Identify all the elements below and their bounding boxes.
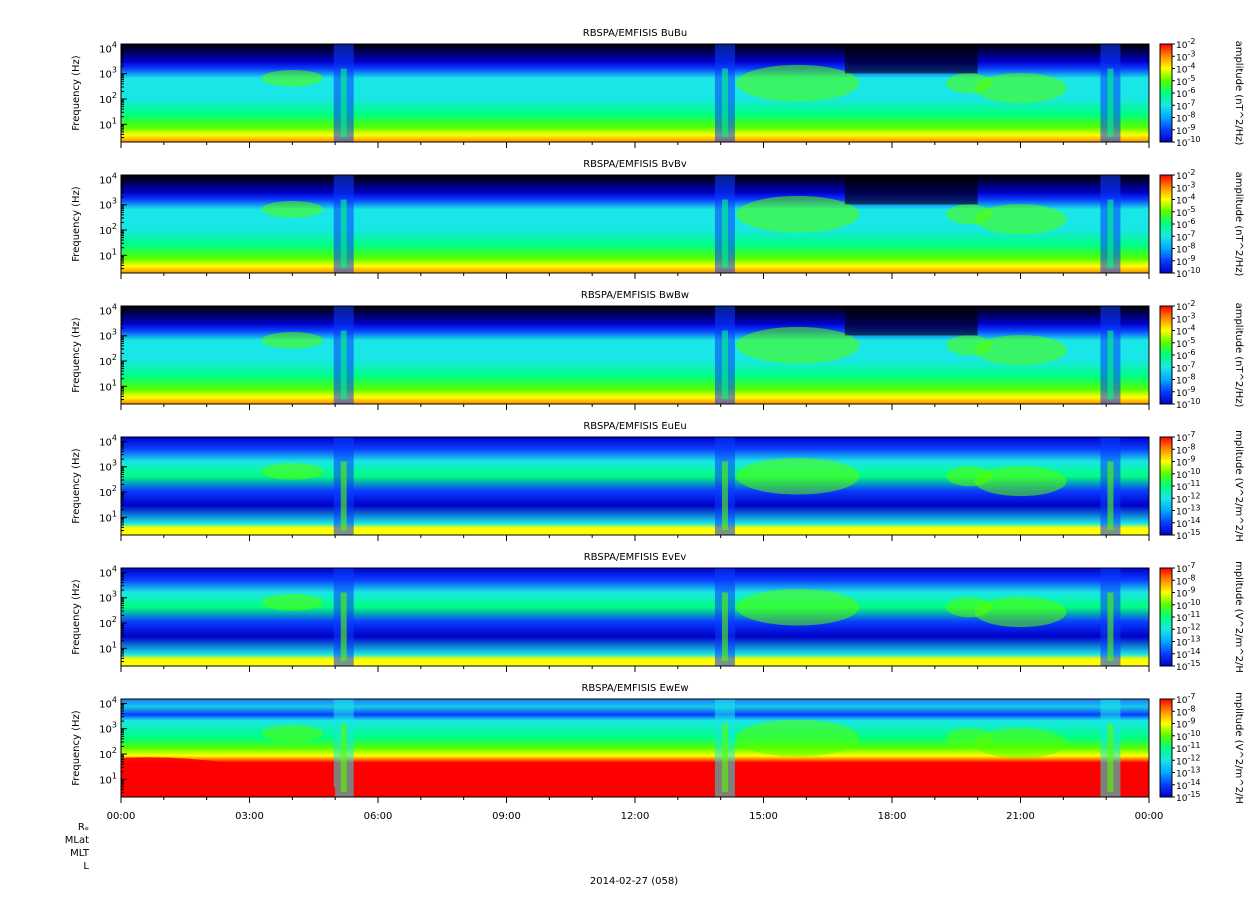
panel-6: RBSPA/EMFISIS EwEw Frequency (Hz) 101 102 10… xyxy=(71,683,1244,822)
panel-2: RBSPA/EMFISIS BvBv Frequency (Hz) 101 102 10… xyxy=(71,159,1244,280)
panel-title: RBSPA/EMFISIS BuBu xyxy=(583,28,687,39)
y-tick-label: 103 xyxy=(99,590,117,605)
colorbar-label: mplitude (V^2/m^2/H xyxy=(1233,430,1244,542)
y-axis-label: Frequency (Hz) xyxy=(71,55,82,131)
y-tick-label: 102 xyxy=(99,353,117,368)
x-tick-label: 06:00 xyxy=(364,811,393,822)
panel-5: RBSPA/EMFISIS EvEv Frequency (Hz) 101 102 10… xyxy=(71,552,1244,673)
y-tick-label: 102 xyxy=(99,222,117,237)
y-tick-label: 102 xyxy=(99,615,117,630)
colorbar-label: mplitude (V^2/m^2/H xyxy=(1233,561,1244,673)
x-tick-label: 09:00 xyxy=(492,811,521,822)
y-tick-label: 103 xyxy=(99,721,117,736)
spectrogram-features xyxy=(121,699,1121,797)
spectrogram-features xyxy=(261,568,1121,666)
colorbar xyxy=(1159,174,1173,274)
y-tick-label: 101 xyxy=(99,247,117,262)
y-tick-label: 101 xyxy=(99,509,117,524)
y-axis-label: Frequency (Hz) xyxy=(71,710,82,786)
y-tick-label: 101 xyxy=(99,640,117,655)
x-tick-label: 03:00 xyxy=(235,811,264,822)
panel-title: RBSPA/EMFISIS EuEu xyxy=(583,421,686,432)
y-axis-label: Frequency (Hz) xyxy=(71,317,82,393)
y-tick-label: 101 xyxy=(99,116,117,131)
ephem-label-mlt: MLT xyxy=(70,848,90,859)
y-tick-label: 104 xyxy=(99,564,117,579)
y-tick-label: 103 xyxy=(99,459,117,474)
y-axis-label: Frequency (Hz) xyxy=(71,579,82,655)
spectrogram-panels: RBSPA/EMFISIS BuBu Frequency (Hz) 101 102 10… xyxy=(71,28,1244,822)
colorbar xyxy=(1159,698,1173,798)
colorbar-label: amplitude (nT^2/Hz) xyxy=(1233,303,1244,408)
panel-title: RBSPA/EMFISIS BvBv xyxy=(583,159,687,170)
colorbar-tick-label: 10-10 xyxy=(1176,135,1201,149)
panel-4: RBSPA/EMFISIS EuEu Frequency (Hz) 101 102 10… xyxy=(71,421,1244,542)
y-tick-label: 104 xyxy=(99,302,117,317)
x-tick-label: 21:00 xyxy=(1006,811,1035,822)
y-tick-label: 102 xyxy=(99,746,117,761)
spectrogram-features xyxy=(261,175,1121,273)
y-tick-label: 104 xyxy=(99,695,117,710)
y-tick-label: 104 xyxy=(99,433,117,448)
colorbar-tick-label: 10-10 xyxy=(1176,397,1201,411)
y-tick-label: 101 xyxy=(99,378,117,393)
panel-3: RBSPA/EMFISIS BwBw Frequency (Hz) 101 102 10… xyxy=(71,290,1244,411)
x-tick-label: 12:00 xyxy=(621,811,650,822)
y-tick-label: 102 xyxy=(99,91,117,106)
colorbar-label: amplitude (nT^2/Hz) xyxy=(1233,172,1244,277)
panel-title: RBSPA/EMFISIS BwBw xyxy=(581,290,689,301)
panel-1: RBSPA/EMFISIS BuBu Frequency (Hz) 101 102 10… xyxy=(71,28,1244,149)
spectrogram-features xyxy=(261,306,1121,404)
colorbar xyxy=(1159,43,1173,143)
y-tick-label: 104 xyxy=(99,40,117,55)
spectrogram-features xyxy=(261,44,1121,142)
colorbar xyxy=(1159,567,1173,667)
y-tick-label: 102 xyxy=(99,484,117,499)
colorbar-label: mplitude (V^2/m^2/H xyxy=(1233,692,1244,804)
time-axis-footer: Rₑ MLat MLT L 2014-02-27 (058) xyxy=(65,822,678,887)
y-tick-label: 101 xyxy=(99,771,117,786)
y-tick-label: 103 xyxy=(99,197,117,212)
y-tick-label: 103 xyxy=(99,328,117,343)
x-tick-label: 00:00 xyxy=(1135,811,1164,822)
ephem-label-re: Rₑ xyxy=(78,822,89,833)
x-tick-label: 15:00 xyxy=(749,811,778,822)
x-tick-label: 00:00 xyxy=(107,811,136,822)
colorbar xyxy=(1159,305,1173,405)
colorbar-label: amplitude (nT^2/Hz) xyxy=(1233,41,1244,146)
colorbar-tick-label: 10-10 xyxy=(1176,266,1201,280)
colorbar-tick-label: 10-15 xyxy=(1176,659,1201,673)
y-tick-label: 103 xyxy=(99,66,117,81)
panel-title: RBSPA/EMFISIS EvEv xyxy=(584,552,687,563)
colorbar-tick-label: 10-15 xyxy=(1176,790,1201,804)
colorbar xyxy=(1159,436,1173,536)
colorbar-tick-label: 10-15 xyxy=(1176,528,1201,542)
y-tick-label: 104 xyxy=(99,171,117,186)
spectrogram-features xyxy=(261,437,1121,535)
panel-title: RBSPA/EMFISIS EwEw xyxy=(581,683,688,694)
ephem-label-mlat: MLat xyxy=(65,835,89,846)
ephem-label-l: L xyxy=(83,861,89,872)
date-label: 2014-02-27 (058) xyxy=(590,876,678,887)
y-axis-label: Frequency (Hz) xyxy=(71,448,82,524)
y-axis-label: Frequency (Hz) xyxy=(71,186,82,262)
x-tick-label: 18:00 xyxy=(878,811,907,822)
